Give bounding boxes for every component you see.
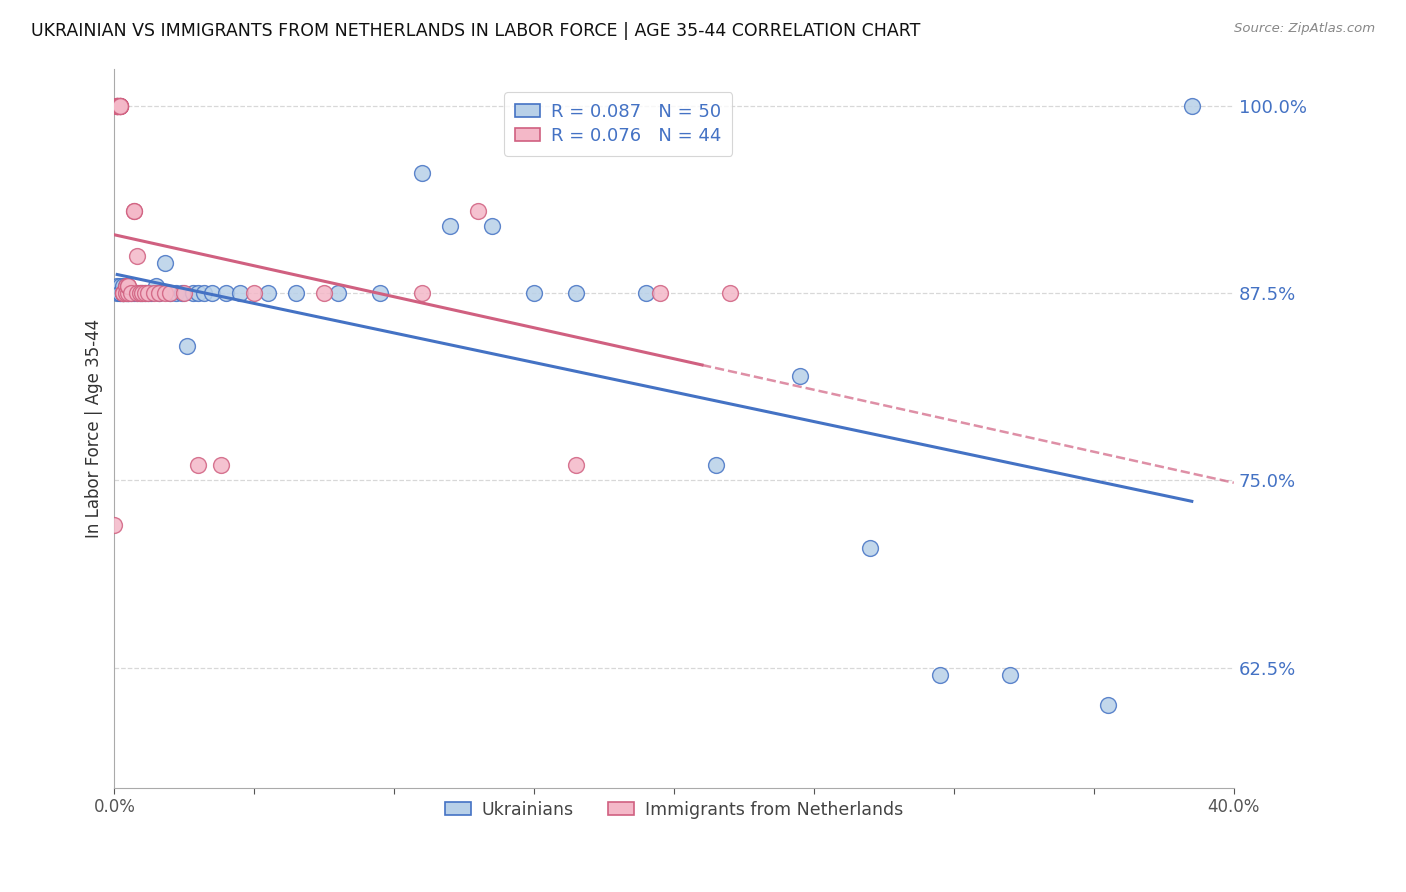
Point — [122, 286, 145, 301]
Text: UKRAINIAN VS IMMIGRANTS FROM NETHERLANDS IN LABOR FORCE | AGE 35-44 CORRELATION : UKRAINIAN VS IMMIGRANTS FROM NETHERLANDS… — [31, 22, 921, 40]
Point — [114, 278, 136, 293]
Point — [131, 286, 153, 301]
Legend: Ukrainians, Immigrants from Netherlands: Ukrainians, Immigrants from Netherlands — [439, 794, 910, 826]
Point — [636, 286, 658, 301]
Point — [120, 286, 142, 301]
Point — [105, 99, 128, 113]
Point — [411, 166, 433, 180]
Point — [122, 203, 145, 218]
Point — [105, 99, 128, 113]
Point — [718, 286, 741, 301]
Point — [314, 286, 336, 301]
Point — [215, 286, 238, 301]
Point — [176, 338, 198, 352]
Point — [998, 668, 1021, 682]
Point — [929, 668, 952, 682]
Point — [128, 286, 150, 301]
Point — [125, 286, 148, 301]
Point — [114, 286, 136, 301]
Point — [111, 286, 134, 301]
Point — [131, 286, 153, 301]
Point — [368, 286, 391, 301]
Point — [117, 278, 139, 293]
Point — [108, 99, 131, 113]
Point — [108, 99, 131, 113]
Point — [789, 368, 811, 383]
Point — [108, 99, 131, 113]
Point — [108, 99, 131, 113]
Point — [136, 286, 159, 301]
Y-axis label: In Labor Force | Age 35-44: In Labor Force | Age 35-44 — [86, 318, 103, 538]
Point — [125, 286, 148, 301]
Point — [153, 286, 176, 301]
Point — [108, 278, 131, 293]
Point — [1097, 698, 1119, 713]
Point — [187, 286, 209, 301]
Point — [170, 286, 193, 301]
Point — [153, 256, 176, 270]
Point — [328, 286, 350, 301]
Point — [108, 286, 131, 301]
Point — [439, 219, 461, 233]
Point — [148, 286, 170, 301]
Point — [105, 99, 128, 113]
Point — [108, 99, 131, 113]
Point — [565, 286, 588, 301]
Point — [108, 99, 131, 113]
Point — [243, 286, 266, 301]
Point — [165, 286, 187, 301]
Point — [122, 203, 145, 218]
Point — [201, 286, 224, 301]
Point — [859, 541, 882, 555]
Point — [117, 286, 139, 301]
Point — [128, 286, 150, 301]
Point — [125, 249, 148, 263]
Point — [139, 286, 162, 301]
Point — [285, 286, 308, 301]
Point — [105, 278, 128, 293]
Point — [173, 286, 195, 301]
Point — [134, 286, 156, 301]
Point — [648, 286, 671, 301]
Point — [187, 458, 209, 473]
Point — [145, 278, 167, 293]
Point — [117, 278, 139, 293]
Point — [103, 518, 125, 533]
Text: Source: ZipAtlas.com: Source: ZipAtlas.com — [1234, 22, 1375, 36]
Point — [134, 286, 156, 301]
Point — [108, 286, 131, 301]
Point — [148, 286, 170, 301]
Point — [1181, 99, 1204, 113]
Point — [111, 286, 134, 301]
Point — [117, 286, 139, 301]
Point — [565, 458, 588, 473]
Point — [111, 278, 134, 293]
Point — [257, 286, 280, 301]
Point — [704, 458, 727, 473]
Point — [111, 286, 134, 301]
Point — [105, 99, 128, 113]
Point — [181, 286, 204, 301]
Point — [193, 286, 215, 301]
Point — [481, 219, 503, 233]
Point — [209, 458, 232, 473]
Point — [229, 286, 252, 301]
Point — [142, 286, 165, 301]
Point — [114, 278, 136, 293]
Point — [114, 286, 136, 301]
Point — [523, 286, 546, 301]
Point — [467, 203, 489, 218]
Point — [159, 286, 181, 301]
Point — [136, 286, 159, 301]
Point — [120, 286, 142, 301]
Point — [117, 286, 139, 301]
Point — [159, 286, 181, 301]
Point — [105, 99, 128, 113]
Point — [111, 286, 134, 301]
Point — [105, 286, 128, 301]
Point — [411, 286, 433, 301]
Point — [111, 286, 134, 301]
Point — [105, 99, 128, 113]
